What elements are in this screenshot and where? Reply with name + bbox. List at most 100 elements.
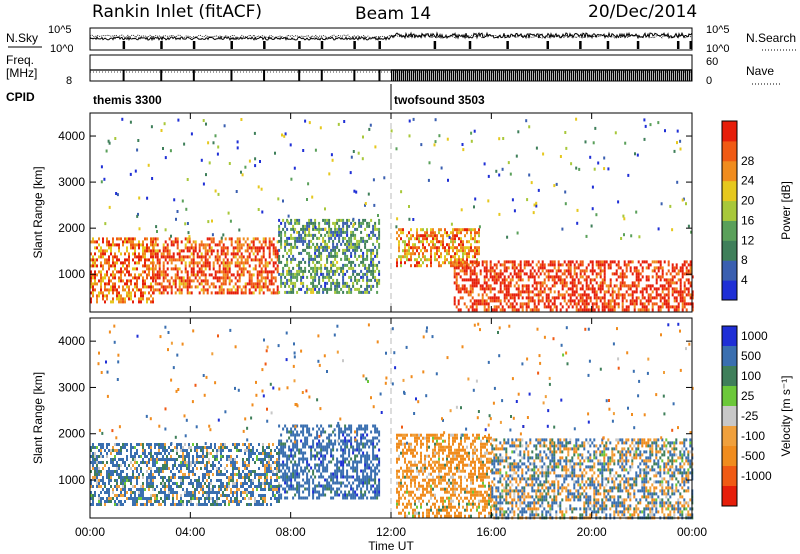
heatmap-cell [547,305,550,309]
nsearch-label: N.Search [746,31,796,45]
heatmap-cell [178,470,180,473]
heatmap-cell [308,242,311,246]
heatmap-cell [230,455,232,458]
heatmap-cell [414,252,416,256]
heatmap-cell [264,276,267,280]
heatmap-cell [132,446,134,449]
heatmap-cell [244,258,247,262]
heatmap-cell [126,267,128,271]
heatmap-cell [94,473,96,476]
heatmap-cell [304,230,307,234]
heatmap-cell [623,281,626,285]
heatmap-cell [252,243,255,247]
heatmap-cell [118,476,120,479]
heatmap-cell [166,246,169,250]
heatmap-cell [244,291,247,295]
heatmap-cell [110,288,112,292]
heatmap-cell [198,479,200,482]
heatmap-cell [92,497,94,500]
heatmap-cell [641,269,644,273]
heatmap-cell [188,455,190,458]
heatmap-cell [372,224,375,228]
heatmap-cell [186,276,189,280]
heatmap-cell [675,287,678,291]
heatmap-cell [114,285,116,289]
heatmap-cell [370,218,373,222]
heatmap-cell [294,242,297,246]
heatmap-cell [272,243,275,247]
heatmap-cell [462,261,464,265]
heatmap-cell [108,500,110,503]
heatmap-cell [272,264,275,268]
heatmap-cell [467,278,470,282]
heatmap-cell [184,255,187,259]
heatmap-cell [493,278,496,282]
heatmap-cell [170,288,173,292]
heatmap-cell [450,246,452,250]
heatmap-cell [282,451,285,455]
heatmap-cell [450,264,452,268]
heatmap-cell [364,242,367,246]
heatmap-cell [592,141,595,145]
heatmap-cell [104,503,106,506]
heatmap-cell [116,294,118,298]
heatmap-cell [192,497,194,500]
heatmap-cell [228,500,230,503]
heatmap-cell [332,272,335,276]
heatmap-cell [583,308,586,312]
heatmap-cell [282,254,285,258]
heatmap-cell [603,290,606,294]
heatmap-cell [516,231,519,235]
heatmap-cell [306,198,308,201]
heatmap-cell [310,275,313,279]
heatmap-cell [310,221,313,225]
heatmap-cell [128,273,130,277]
heatmap-cell [188,276,191,280]
heatmap-cell [124,240,126,244]
heatmap-cell [228,264,231,268]
heatmap-cell [108,246,110,250]
heatmap-cell [282,448,285,452]
heatmap-cell [418,261,420,265]
heatmap-cell [479,287,482,291]
heatmap-cell [108,488,110,491]
heatmap-cell [288,284,291,288]
heatmap-cell [206,497,208,500]
heatmap-cell [304,260,307,264]
heatmap-cell [158,473,160,476]
heatmap-cell [154,249,157,253]
heatmap-cell [402,255,404,259]
heatmap-cell [593,278,596,282]
heatmap-cell [368,269,371,273]
heatmap-cell [378,281,381,285]
heatmap-cell [182,500,184,503]
heatmap-cell [589,260,592,264]
heatmap-cell [545,293,548,297]
heatmap-cell [669,305,672,309]
heatmap-cell [204,258,207,262]
heatmap-cell [102,252,104,256]
heatmap-cell [94,461,96,464]
heatmap-cell [124,488,126,491]
heatmap-cell [154,452,156,455]
heatmap-cell [294,427,297,431]
heatmap-cell [559,281,562,285]
heatmap-cell [513,293,516,297]
heatmap-cell [202,182,205,186]
heatmap-cell [250,479,252,482]
heatmap-cell [627,305,630,309]
heatmap-cell [641,260,644,264]
heatmap-cell [238,264,241,268]
heatmap-cell [186,500,188,503]
heatmap-cell [454,237,456,241]
heatmap-cell [438,249,440,253]
freq-switch [437,70,439,81]
heatmap-cell [218,285,221,289]
heatmap-cell [326,221,329,225]
heatmap-cell [563,293,566,297]
heatmap-cell [178,279,181,283]
heatmap-cell [250,285,253,289]
heatmap-cell [603,275,606,279]
heatmap-cell [523,272,526,276]
heatmap-cell [320,257,323,261]
